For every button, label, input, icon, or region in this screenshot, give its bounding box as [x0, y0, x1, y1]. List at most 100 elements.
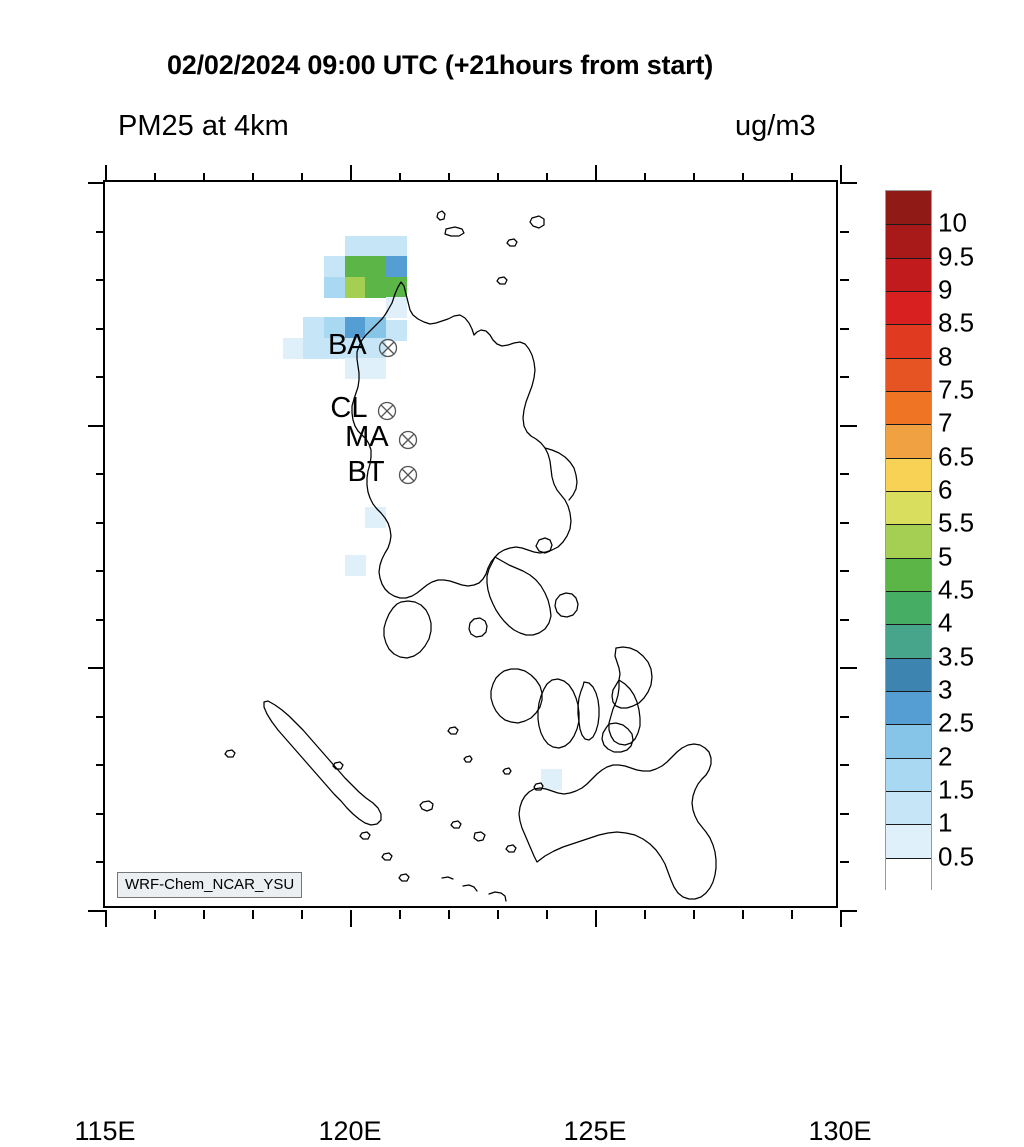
- axis-tick: [644, 173, 646, 182]
- heatmap-cell: [365, 276, 387, 298]
- axis-tick: [96, 861, 105, 864]
- axis-tick: [840, 570, 849, 573]
- station-label-ba: BA: [327, 329, 367, 362]
- axis-tick: [154, 910, 156, 919]
- axis-tick: [840, 910, 842, 927]
- colorbar-segment: [886, 691, 931, 726]
- colorbar-tick-label: 9.5: [938, 241, 975, 272]
- heatmap-cell: [324, 317, 346, 339]
- colorbar-segment: [886, 824, 931, 859]
- axis-tick: [88, 667, 105, 670]
- axis-tick: [840, 910, 857, 912]
- axis-tick: [840, 327, 849, 330]
- unit-label: ug/m3: [735, 110, 816, 142]
- colorbar-segment: [886, 291, 931, 326]
- axis-tick: [791, 173, 793, 182]
- heatmap-cell: [324, 256, 346, 278]
- colorbar-segment: [886, 224, 931, 259]
- axis-tick: [350, 910, 352, 927]
- colorbar-tick-label: 7.5: [938, 374, 975, 405]
- axis-tick: [96, 812, 105, 815]
- station-label-bt: BT: [347, 456, 385, 489]
- axis-tick: [88, 910, 105, 912]
- heatmap-cell: [365, 317, 387, 339]
- axis-tick: [840, 182, 857, 184]
- heatmap-cell: [344, 235, 366, 257]
- axis-tick: [399, 910, 401, 919]
- axis-tick: [742, 173, 744, 182]
- colorbar-segment: [886, 724, 931, 759]
- axis-tick: [96, 279, 105, 282]
- axis-tick: [693, 910, 695, 919]
- axis-tick: [791, 910, 793, 919]
- map-clip: BA CL MA BT WRF-Chem_NCAR_YSU: [105, 182, 836, 906]
- colorbar-tick-label: 2: [938, 741, 953, 772]
- axis-tick: [96, 715, 105, 718]
- station-marker-bt: [398, 465, 419, 486]
- axis-tick: [252, 910, 254, 919]
- colorbar-tick-label: 1.5: [938, 774, 975, 805]
- axis-tick: [96, 521, 105, 524]
- axis-tick: [840, 521, 849, 524]
- axis-tick: [840, 473, 849, 476]
- colorbar-tick-label: 8: [938, 341, 953, 372]
- axis-tick: [840, 667, 857, 670]
- axis-tick: [154, 173, 156, 182]
- heatmap-cell: [385, 319, 407, 341]
- axis-tick: [840, 165, 842, 182]
- heatmap-cell: [385, 235, 407, 257]
- axis-tick: [350, 165, 352, 182]
- map-plot-area: BA CL MA BT WRF-Chem_NCAR_YSU 115E 120E 125E 1…: [74, 165, 872, 1146]
- colorbar-tick-label: 7: [938, 407, 953, 438]
- colorbar-tick-label: 5: [938, 541, 953, 572]
- axis-tick: [88, 182, 105, 184]
- axis-tick: [546, 910, 548, 919]
- colorbar-segment: [886, 591, 931, 626]
- axis-tick: [301, 910, 303, 919]
- axis-tick: [595, 910, 597, 927]
- heatmap-cell: [344, 256, 366, 278]
- colorbar-tick-label: 3: [938, 674, 953, 705]
- colorbar-segment: [886, 257, 931, 292]
- heatmap-cell: [365, 256, 387, 278]
- heatmap-cell: [365, 235, 387, 257]
- variable-label: PM25 at 4km: [118, 110, 289, 142]
- axis-tick: [595, 165, 597, 182]
- axis-tick: [693, 173, 695, 182]
- colorbar-segment: [886, 624, 931, 659]
- philippines-coastline: [224, 210, 717, 902]
- axis-tick: [96, 473, 105, 476]
- colorbar-tick-label: 10: [938, 207, 967, 238]
- colorbar-tick-label: 0.5: [938, 841, 975, 872]
- axis-tick: [96, 570, 105, 573]
- colorbar-tick-label: 6: [938, 474, 953, 505]
- axis-tick: [88, 424, 105, 427]
- heatmap-cell: [344, 276, 366, 298]
- colorbar-segment: [886, 524, 931, 559]
- heatmap-cell: [344, 555, 366, 577]
- axis-tick: [203, 910, 205, 919]
- axis-tick: [399, 173, 401, 182]
- colorbar-segment: [886, 357, 931, 392]
- axis-tick: [840, 715, 849, 718]
- heatmap-cell: [282, 337, 305, 359]
- heatmap-cell: [303, 317, 325, 339]
- colorbar-segment: [886, 391, 931, 426]
- axis-tick: [96, 230, 105, 233]
- colorbar-segment: [886, 557, 931, 592]
- colorbar-tick-label: 4: [938, 607, 953, 638]
- heatmap-cell: [344, 317, 366, 339]
- axis-tick: [840, 230, 849, 233]
- x-axis-tick-label: 125E: [563, 1116, 627, 1146]
- axis-tick: [840, 618, 849, 621]
- x-axis-tick-label: 120E: [318, 1116, 382, 1146]
- x-axis-tick-label: 115E: [74, 1116, 136, 1146]
- colorbar-tick-label: 2.5: [938, 707, 975, 738]
- heatmap-cell: [365, 506, 387, 528]
- colorbar-segment: [886, 424, 931, 459]
- heatmap-cell: [324, 337, 346, 359]
- axis-tick: [497, 173, 499, 182]
- colorbar-segment: [886, 457, 931, 492]
- axis-tick: [105, 910, 107, 927]
- axis-tick: [840, 812, 849, 815]
